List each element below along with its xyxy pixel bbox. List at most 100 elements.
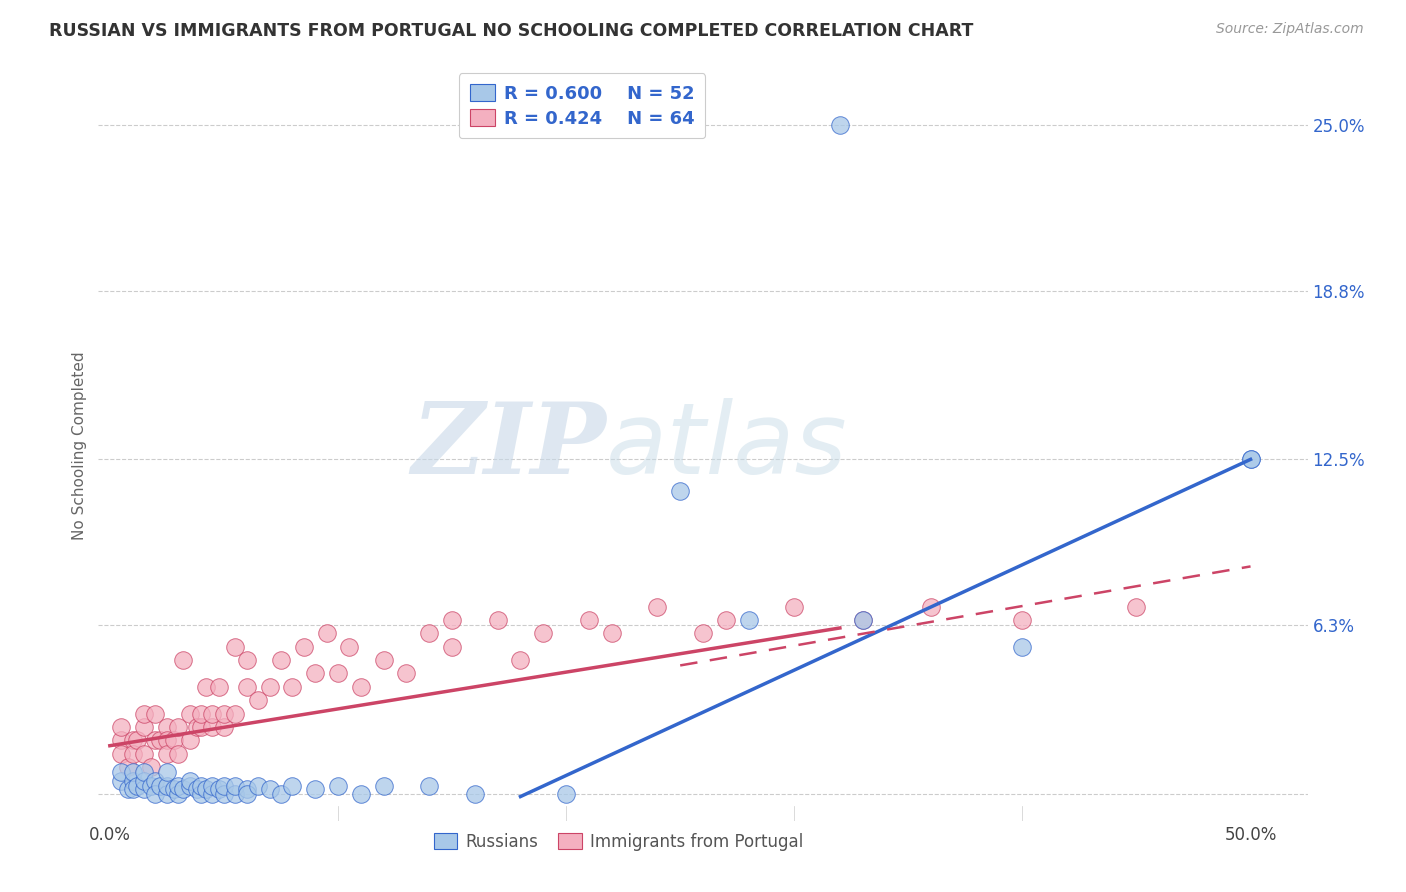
Point (235, 781, 257, 796)
Point (167, 787, 190, 801)
Point (121, 747, 143, 761)
Point (292, 640, 315, 654)
Point (179, 706, 201, 721)
Point (186, 720, 208, 734)
Point (920, 599, 942, 614)
Point (1011, 613, 1033, 627)
Point (486, 613, 509, 627)
Point (179, 779, 201, 793)
Point (156, 747, 179, 761)
Point (132, 706, 155, 721)
Point (110, 773, 132, 788)
Point (235, 653, 257, 667)
Point (247, 693, 270, 707)
Point (281, 779, 304, 793)
Point (235, 680, 257, 694)
Point (167, 720, 190, 734)
Point (149, 779, 172, 793)
Point (163, 733, 186, 747)
Point (121, 781, 143, 796)
Point (531, 626, 554, 640)
Point (190, 787, 212, 801)
Point (212, 706, 235, 721)
Point (132, 765, 155, 780)
Point (852, 613, 875, 627)
Point (179, 773, 201, 788)
Point (132, 720, 155, 734)
Point (132, 773, 155, 788)
Point (121, 773, 143, 788)
Point (121, 733, 143, 747)
Point (259, 680, 281, 694)
Point (190, 706, 212, 721)
Point (555, 787, 578, 801)
Point (783, 599, 806, 614)
Point (156, 779, 179, 793)
Point (127, 733, 149, 747)
Point (395, 666, 418, 681)
Point (224, 640, 246, 654)
Point (600, 626, 623, 640)
Point (117, 760, 139, 774)
Point (110, 733, 132, 747)
Text: Source: ZipAtlas.com: Source: ZipAtlas.com (1216, 22, 1364, 37)
Point (224, 706, 246, 721)
Point (145, 787, 167, 801)
Point (172, 653, 194, 667)
Point (156, 787, 179, 801)
Point (315, 626, 337, 640)
Point (139, 760, 162, 774)
Point (1125, 599, 1147, 614)
Point (156, 720, 179, 734)
Point (149, 733, 172, 747)
Point (350, 787, 373, 801)
Point (117, 781, 139, 796)
Point (247, 779, 270, 793)
Point (208, 781, 231, 796)
Point (737, 613, 759, 627)
Point (692, 626, 714, 640)
Text: RUSSIAN VS IMMIGRANTS FROM PORTUGAL NO SCHOOLING COMPLETED CORRELATION CHART: RUSSIAN VS IMMIGRANTS FROM PORTUGAL NO S… (49, 22, 973, 40)
Point (172, 781, 194, 796)
Point (110, 765, 132, 780)
Point (441, 613, 464, 627)
Point (190, 779, 212, 793)
Point (167, 747, 190, 761)
Point (145, 773, 167, 788)
Point (201, 787, 224, 801)
Point (714, 613, 737, 627)
Point (139, 779, 162, 793)
Point (224, 779, 246, 793)
Point (212, 787, 235, 801)
Point (350, 680, 373, 694)
Point (235, 787, 257, 801)
Point (326, 666, 349, 681)
Point (326, 779, 349, 793)
Legend: Russians, Immigrants from Portugal: Russians, Immigrants from Portugal (427, 826, 810, 857)
Point (281, 680, 304, 694)
Point (304, 666, 326, 681)
Point (167, 779, 190, 793)
Point (337, 640, 360, 654)
Point (179, 733, 201, 747)
Point (509, 653, 531, 667)
Point (1239, 452, 1261, 467)
Point (145, 733, 167, 747)
Point (270, 653, 292, 667)
Point (110, 747, 132, 761)
Point (259, 781, 281, 796)
Point (224, 787, 246, 801)
Point (163, 781, 186, 796)
Y-axis label: No Schooling Completed: No Schooling Completed (72, 351, 87, 541)
Point (156, 765, 179, 780)
Point (373, 779, 395, 793)
Point (373, 653, 395, 667)
Point (852, 613, 875, 627)
Point (669, 484, 692, 499)
Text: atlas: atlas (606, 398, 848, 494)
Point (270, 787, 292, 801)
Point (418, 626, 440, 640)
Point (156, 733, 179, 747)
Point (418, 779, 440, 793)
Point (1239, 452, 1261, 467)
